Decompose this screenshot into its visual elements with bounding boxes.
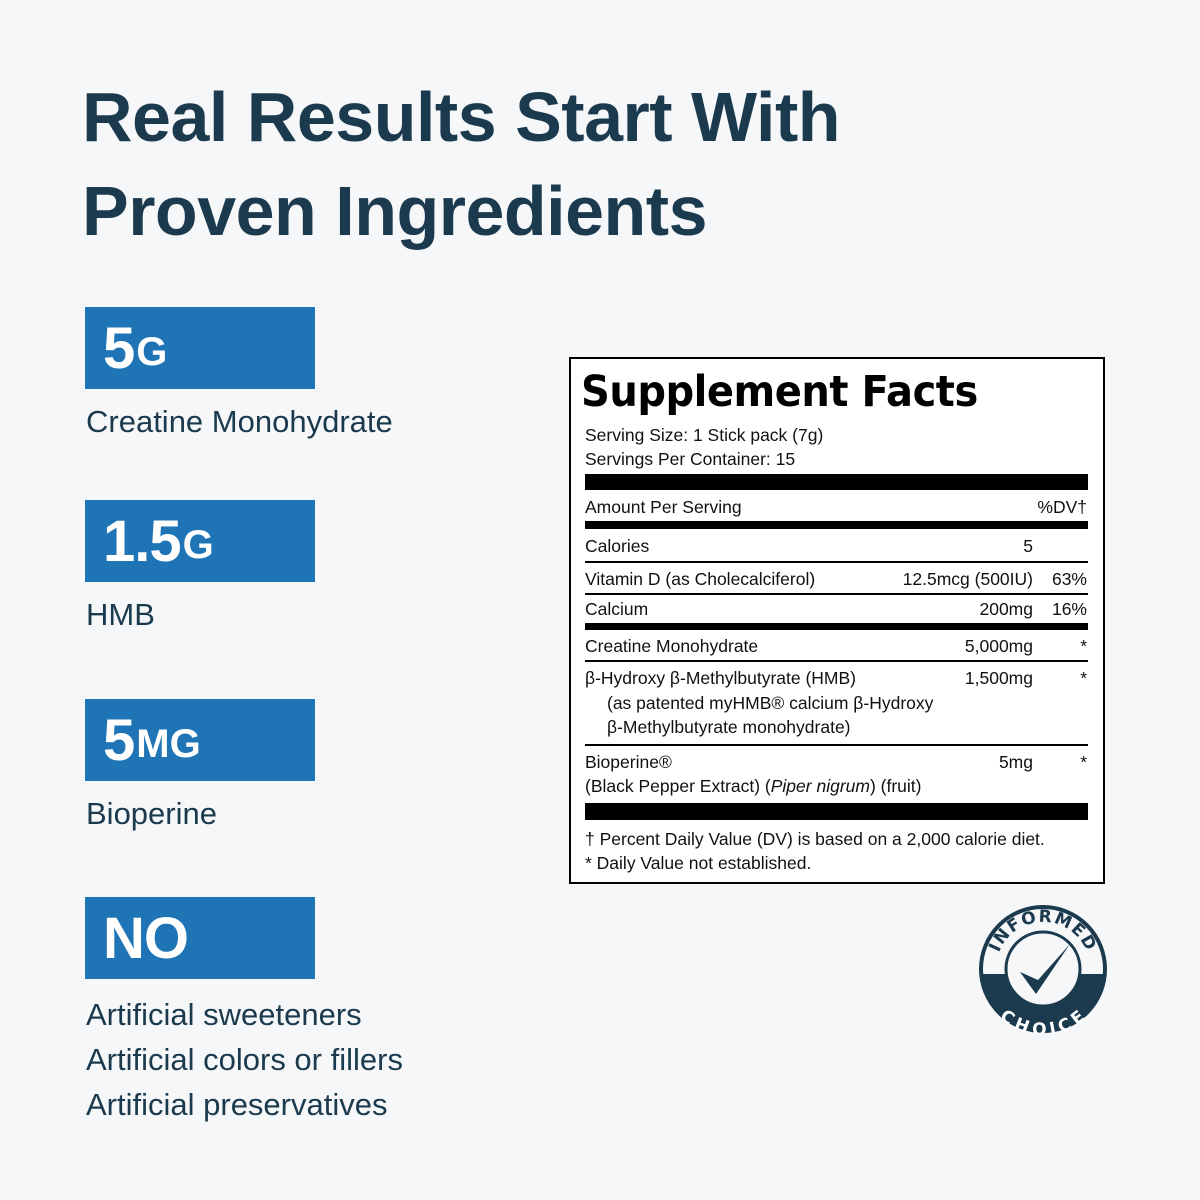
badge-amount: NO [103, 905, 189, 971]
servings-per-container: Servings Per Container: 15 [585, 449, 796, 469]
divider-medium [585, 521, 1088, 529]
row-hmb-dv: * [1080, 668, 1087, 688]
list-item: Artificial preservatives [86, 1087, 388, 1122]
list-item: Artificial sweeteners [86, 997, 362, 1032]
row-creatine-amount: 5,000mg [964, 636, 1033, 656]
creatine-label: Creatine Monohydrate [86, 404, 393, 439]
row-hmb-detail-1: (as patented myHMB® calcium β-Hydroxy [607, 693, 934, 713]
list-item: Artificial colors or fillers [86, 1042, 403, 1077]
dv-header: %DV† [1037, 497, 1087, 517]
headline-line-2: Proven Ingredients [82, 172, 708, 250]
row-vitd-amount: 12.5mcg (500IU) [902, 569, 1033, 589]
badge-amount: 1.5 [103, 508, 182, 574]
detail-species: Piper nigrum [770, 776, 870, 796]
row-bioperine-amount: 5mg [998, 752, 1033, 772]
row-vitd-dv: 63% [1051, 569, 1087, 589]
badge-unit: MG [136, 721, 201, 766]
badge-unit: G [182, 522, 214, 567]
detail-text: (Black Pepper Extract) ( [585, 776, 771, 796]
divider-thick [585, 803, 1088, 820]
row-creatine-name: Creatine Monohydrate [585, 636, 759, 656]
badge-amount: 5 [103, 707, 135, 773]
divider-thin [585, 561, 1088, 563]
row-calcium-amount: 200mg [979, 599, 1033, 619]
no-artificial-list: Artificial sweeteners Artificial colors … [86, 992, 403, 1127]
row-hmb-amount: 1,500mg [964, 668, 1033, 688]
hmb-amount-badge: 1.5 G [85, 500, 315, 582]
divider-thin [585, 593, 1088, 595]
no-artificial-badge: NO [85, 897, 315, 979]
badge-amount: 5 [103, 315, 135, 381]
informed-choice-logo: INFORMED CHOICE [979, 905, 1107, 1034]
divider-thick [585, 474, 1088, 490]
bioperine-label: Bioperine [86, 796, 217, 831]
serving-size: Serving Size: 1 Stick pack (7g) [585, 425, 824, 445]
supplement-facts-panel: Supplement Facts Serving Size: 1 Stick p… [569, 357, 1105, 884]
row-hmb-detail-2: β-Methylbutyrate monohydrate) [607, 717, 851, 737]
divider-medium [585, 623, 1088, 630]
row-calories-name: Calories [585, 536, 650, 556]
hmb-label: HMB [86, 597, 155, 632]
divider-thin [585, 660, 1088, 662]
facts-title: Supplement Facts [581, 367, 978, 417]
row-hmb-name: β-Hydroxy β-Methylbutyrate (HMB) [585, 668, 857, 688]
checkmark-icon [1020, 944, 1070, 994]
row-creatine-dv: * [1080, 636, 1087, 656]
amount-header: Amount Per Serving [585, 497, 742, 517]
row-vitd-name: Vitamin D (as Cholecalciferol) [585, 569, 816, 589]
bioperine-amount-badge: 5 MG [85, 699, 315, 781]
page-headline: Real Results Start With Proven Ingredient… [82, 70, 841, 258]
row-calcium-name: Calcium [585, 599, 649, 619]
row-bioperine-detail: (Black Pepper Extract) (Piper nigrum) (f… [585, 776, 922, 797]
detail-text: ) (fruit) [869, 776, 922, 796]
row-calories-amount: 5 [1023, 536, 1033, 556]
badge-unit: G [136, 329, 168, 374]
row-calcium-dv: 16% [1051, 599, 1087, 619]
divider-thin [585, 744, 1088, 746]
footnote-not-established: * Daily Value not established. [585, 853, 812, 873]
row-bioperine-name: Bioperine® [585, 752, 672, 772]
headline-line-1: Real Results Start With [82, 78, 841, 156]
footnote-dv: † Percent Daily Value (DV) is based on a… [585, 829, 1045, 849]
row-bioperine-dv: * [1080, 752, 1087, 772]
